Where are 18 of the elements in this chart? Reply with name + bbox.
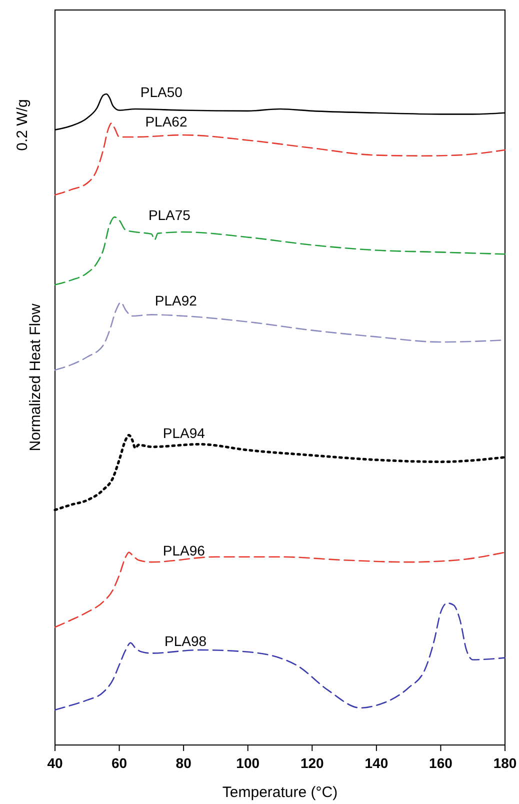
series-label: PLA96: [162, 542, 206, 558]
x-tick-label: 40: [47, 755, 63, 771]
x-tick-label: 120: [300, 755, 324, 771]
x-tick-label: 180: [493, 755, 517, 771]
series-label: PLA94: [162, 425, 206, 442]
series-label: PLA98: [164, 632, 207, 649]
series-label: PLA92: [154, 292, 198, 308]
x-tick-label: 80: [176, 755, 192, 771]
series-label: PLA50: [140, 84, 183, 100]
series-label: PLA75: [148, 207, 191, 224]
x-tick-label: 160: [429, 755, 453, 771]
x-tick-label: 60: [111, 755, 128, 771]
x-tick-label: 100: [236, 755, 260, 771]
x-tick-label: 140: [364, 755, 388, 771]
x-axis-title: Temperature (°C): [222, 784, 338, 801]
y-axis-title: Normalized Heat Flow: [27, 304, 44, 452]
series-label: PLA62: [145, 113, 188, 130]
text: 0.2 W/g: [14, 99, 31, 151]
